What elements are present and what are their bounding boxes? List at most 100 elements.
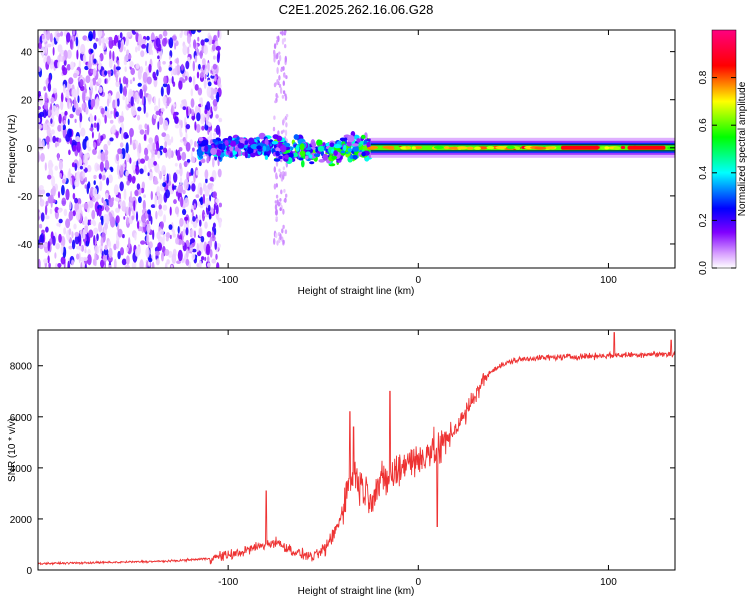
transition-blob (333, 144, 341, 149)
spectrogram-frame (37, 29, 676, 269)
spectral-noise-blob (200, 236, 205, 243)
spectrogram-y-tick-label: 0 (26, 144, 32, 155)
spectral-noise-blob (106, 98, 110, 107)
spectral-noise-blob (85, 106, 89, 115)
spectral-noise-blob (99, 180, 103, 192)
spectral-noise-blob (71, 231, 74, 239)
spectral-noise-blob (133, 200, 136, 212)
spectral-noise-blob (74, 231, 80, 237)
transition-blob (298, 157, 304, 161)
transition-blob (301, 160, 305, 168)
transition-blob (236, 136, 240, 141)
spectral-noise-blob (137, 44, 141, 52)
spectral-noise-blob (63, 208, 68, 217)
spectral-noise-blob (131, 261, 135, 268)
spectral-noise-blob (45, 215, 50, 220)
spectral-noise-blob (43, 258, 48, 264)
spectral-noise-blob (280, 159, 283, 163)
spectral-noise-blob (136, 221, 140, 229)
spectral-noise-blob (135, 46, 138, 53)
spectral-noise-blob (57, 44, 63, 53)
spectral-noise-blob (191, 115, 196, 120)
spectrogram-x-label: Height of straight line (km) (298, 286, 415, 297)
spectral-noise-blob (82, 256, 88, 262)
spectral-noise-blob (174, 42, 177, 50)
spectral-noise-blob (93, 227, 99, 234)
spectral-noise-blob (43, 101, 49, 110)
transition-blob (314, 146, 319, 153)
spectral-noise-blob (116, 164, 120, 176)
spectral-noise-blob (161, 132, 167, 138)
spectral-noise-blob (194, 55, 198, 63)
spectral-noise-blob (68, 210, 74, 221)
spectral-noise-blob (166, 138, 172, 146)
spectral-noise-blob (282, 224, 285, 229)
spectral-noise-blob (185, 258, 190, 266)
transition-blob (322, 153, 329, 161)
spectral-noise-blob (88, 219, 92, 226)
spectral-noise-blob (143, 194, 147, 199)
spectral-noise-blob (274, 200, 277, 204)
spectral-noise-blob (56, 106, 59, 118)
transition-blob (339, 137, 347, 142)
spectral-noise-blob (143, 165, 147, 173)
spectral-noise-blob (158, 34, 163, 40)
spectral-noise-blob (71, 239, 76, 250)
spectral-noise-blob (125, 170, 129, 177)
spectral-noise-blob (146, 233, 150, 245)
spectral-noise-blob (196, 112, 201, 122)
spectral-noise-blob (209, 130, 212, 140)
transition-blob (215, 149, 222, 156)
spectral-noise-blob (283, 37, 286, 42)
spectral-noise-blob (105, 204, 109, 213)
spectral-noise-blob (183, 178, 189, 191)
spectral-noise-blob (68, 149, 71, 156)
spectral-noise-blob (146, 35, 150, 41)
spectral-noise-blob (98, 36, 102, 46)
spectral-noise-blob (86, 164, 92, 173)
spectral-noise-blob (162, 147, 168, 154)
tone-band-segment (457, 146, 468, 150)
spectral-noise-blob (77, 198, 82, 205)
transition-blob (305, 151, 311, 156)
spectral-noise-blob (127, 103, 132, 108)
spectral-noise-blob (61, 184, 65, 196)
spectral-noise-blob (186, 220, 189, 230)
spectral-noise-blob (39, 111, 45, 118)
spectral-noise-blob (74, 162, 78, 172)
spectral-noise-blob (93, 122, 97, 128)
spectral-noise-blob (96, 164, 101, 171)
spectral-noise-blob (162, 96, 167, 104)
spectral-noise-blob (50, 129, 55, 135)
spectral-noise-blob (81, 103, 84, 111)
spectral-noise-blob (141, 38, 147, 45)
spectral-noise-blob (92, 68, 97, 77)
spectral-noise-blob (213, 55, 216, 60)
spectral-noise-blob (216, 262, 220, 268)
spectral-noise-blob (189, 139, 193, 146)
spectral-noise-blob (61, 178, 66, 184)
transition-blob (210, 147, 218, 156)
spectral-noise-blob (79, 79, 84, 87)
spectral-noise-blob (119, 83, 123, 94)
spectral-noise-blob (162, 61, 166, 65)
spectral-noise-blob (65, 90, 70, 99)
spectral-noise-blob (116, 153, 120, 162)
spectral-noise-blob (185, 132, 188, 141)
spectral-noise-blob (93, 42, 98, 50)
spectrogram-x-ticks: -100 0 100 (218, 30, 617, 286)
tone-band-segment (443, 146, 450, 150)
spectral-noise-blob (98, 132, 101, 144)
spectral-noise-blob (76, 141, 81, 153)
spectral-noise-blob (111, 197, 115, 202)
spectral-noise-blob (142, 199, 146, 211)
spectral-noise-blob (273, 237, 276, 245)
transition-blob (366, 141, 371, 148)
spectral-noise-blob (100, 237, 104, 247)
spectral-noise-blob (84, 248, 87, 254)
spectral-noise-blob (137, 82, 142, 87)
spectral-noise-blob (182, 106, 187, 110)
spectral-noise-blob (95, 196, 99, 201)
spectral-noise-blob (73, 97, 77, 109)
spectral-noise-blob (145, 60, 147, 67)
